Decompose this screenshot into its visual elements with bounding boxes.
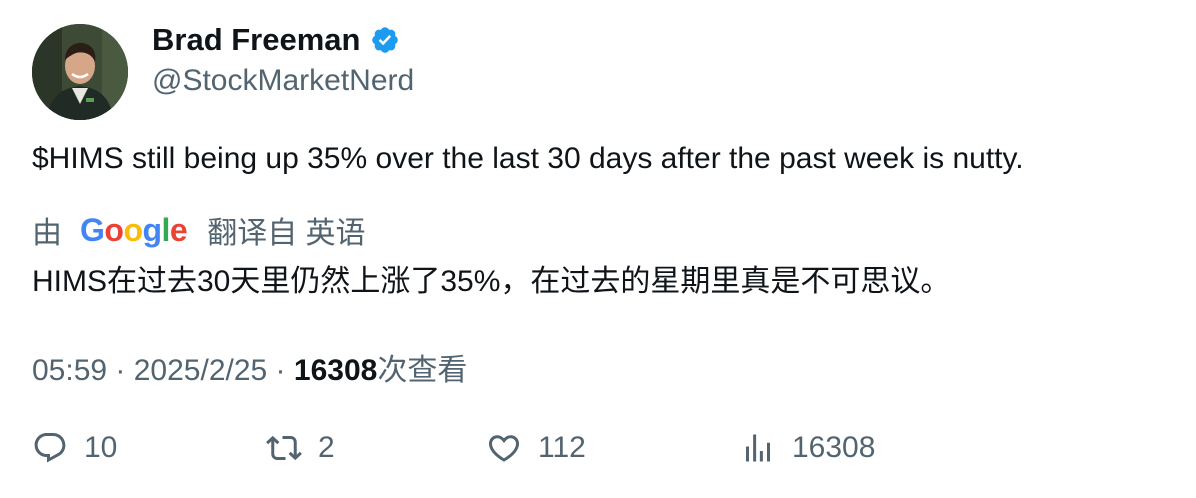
author-name-row[interactable]: Brad Freeman: [152, 22, 400, 58]
translated-from-label[interactable]: 翻译自 英语: [207, 217, 366, 250]
views-count: 16308: [293, 354, 378, 387]
avatar[interactable]: [32, 24, 128, 120]
author-handle[interactable]: @StockMarketNerd: [152, 64, 415, 97]
tweet-text: $HIMS still being up 35% over the last 3…: [32, 142, 1024, 175]
avatar-image: [32, 24, 128, 120]
tweet-meta: 05:59 · 2025/2/25 · 16308次查看: [32, 345, 467, 389]
retweet-icon: [266, 435, 302, 461]
views-button[interactable]: 16308: [740, 430, 875, 466]
meta-separator: ·: [107, 354, 134, 387]
like-button[interactable]: 112: [486, 430, 586, 466]
reply-button[interactable]: 10: [32, 430, 117, 466]
tweet-date[interactable]: 2025/2/25: [133, 354, 268, 387]
retweet-count: 2: [318, 431, 335, 464]
translated-by-label: 由: [32, 217, 62, 250]
reply-icon: [34, 433, 66, 463]
views-label: 次查看: [377, 354, 468, 387]
verified-badge-icon: [372, 27, 399, 53]
translation-attribution: 由 Google 翻译自 英语: [32, 208, 366, 252]
translated-text: HIMS在过去30天里仍然上涨了35%，在过去的星期里真是不可思议。: [32, 265, 951, 298]
reply-count: 10: [84, 431, 118, 464]
google-logo: Google: [80, 211, 188, 248]
analytics-icon: [746, 434, 770, 462]
author-name[interactable]: Brad Freeman: [152, 22, 361, 57]
tweet-time[interactable]: 05:59: [32, 354, 108, 387]
retweet-button[interactable]: 2: [266, 430, 335, 466]
heart-icon: [488, 435, 520, 462]
action-bar: 10 2 112 16308: [0, 430, 1196, 480]
meta-separator: ·: [267, 354, 294, 387]
views-action-count: 16308: [792, 431, 876, 464]
like-count: 112: [538, 431, 586, 464]
